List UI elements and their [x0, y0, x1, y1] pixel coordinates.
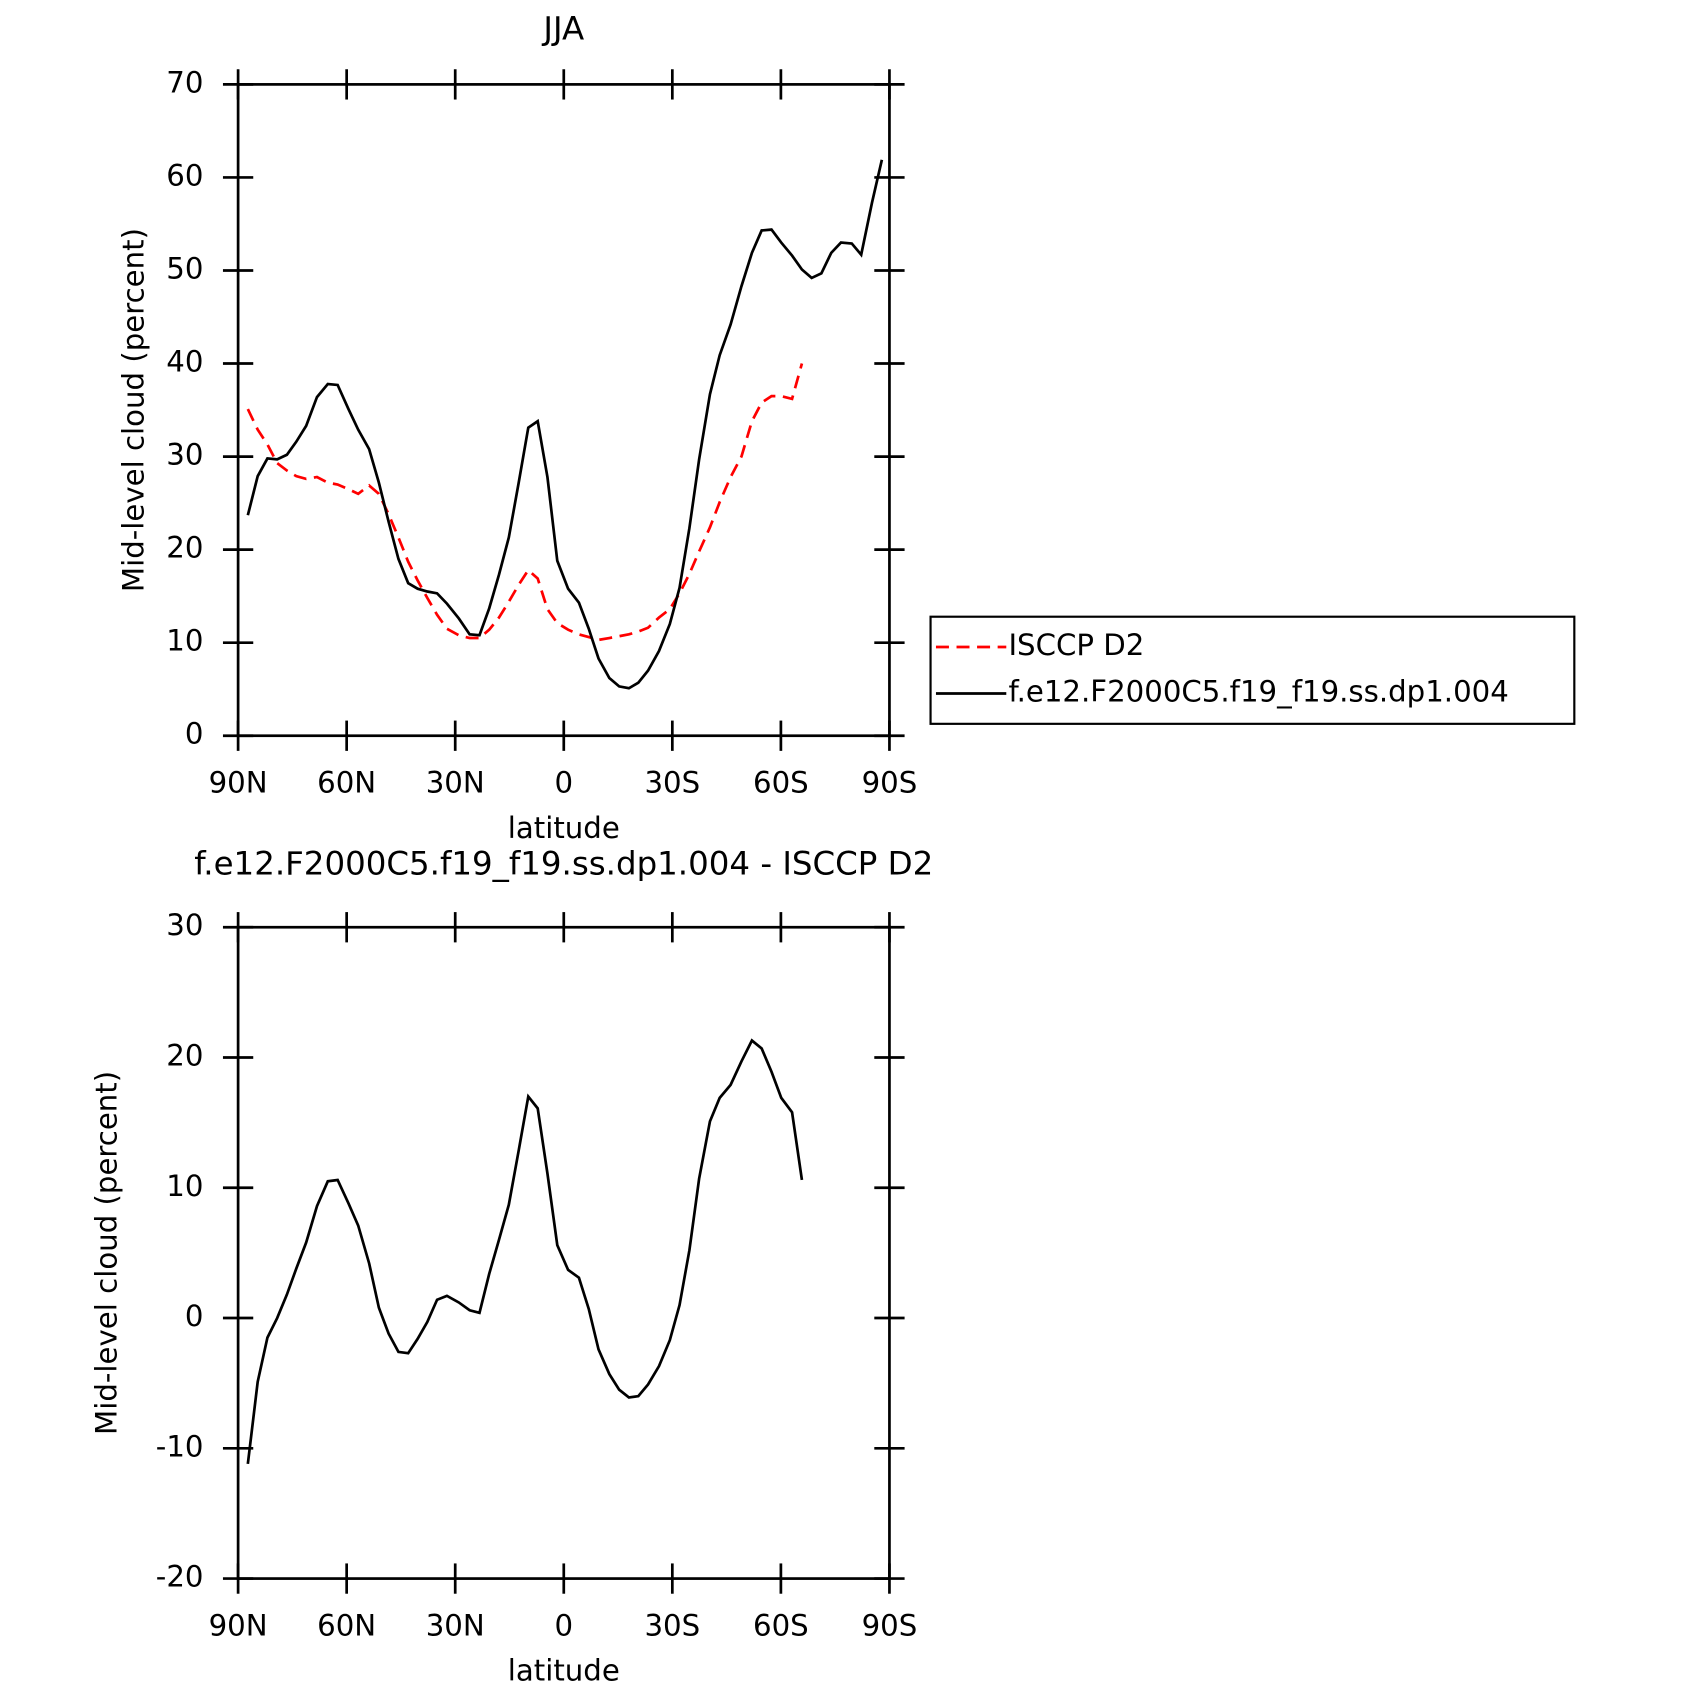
y-tick-label: 60	[166, 158, 203, 192]
x-tick-label: 60S	[753, 765, 809, 799]
legend-box	[929, 615, 1576, 725]
y-tick-label: 0	[185, 1299, 204, 1333]
x-tick-label: 90N	[209, 765, 268, 799]
chart-title: JJA	[541, 9, 584, 47]
y-tick-label: 40	[166, 345, 203, 379]
x-tick-label: 90N	[209, 1608, 268, 1642]
y-tick-label: 0	[185, 717, 204, 751]
x-tick-label: 60N	[317, 1608, 376, 1642]
legend-label: ISCCP D2	[1008, 628, 1144, 662]
y-tick-label: 20	[166, 1039, 203, 1073]
x-tick-label: 30N	[426, 1608, 485, 1642]
y-tick-label: 70	[166, 65, 203, 99]
data-line	[246, 159, 884, 690]
y-tick-label: -10	[156, 1429, 204, 1463]
plot-frame	[236, 925, 891, 1580]
x-tick-label: 0	[554, 765, 573, 799]
x-axis-label: latitude	[508, 1654, 620, 1688]
x-tick-label: 90S	[862, 1608, 918, 1642]
plot-frame	[236, 83, 891, 738]
y-axis-label: Mid-level cloud (percent)	[116, 228, 150, 592]
y-tick-label: 10	[166, 1169, 203, 1203]
y-tick-label: -20	[156, 1560, 204, 1594]
y-tick-label: 50	[166, 251, 203, 285]
data-line	[246, 1038, 804, 1465]
y-tick-label: 30	[166, 908, 203, 942]
x-tick-label: 30N	[426, 765, 485, 799]
x-tick-label: 60S	[753, 1608, 809, 1642]
x-tick-label: 30S	[644, 1608, 700, 1642]
y-tick-label: 30	[166, 438, 203, 472]
x-tick-label: 90S	[862, 765, 918, 799]
x-axis-label: latitude	[508, 811, 620, 845]
y-tick-label: 20	[166, 531, 203, 565]
y-tick-label: 10	[166, 624, 203, 658]
x-tick-label: 60N	[317, 765, 376, 799]
legend-label: f.e12.F2000C5.f19_f19.ss.dp1.004	[1008, 675, 1508, 709]
x-tick-label: 30S	[644, 765, 700, 799]
x-tick-label: 0	[554, 1608, 573, 1642]
chart-title: f.e12.F2000C5.f19_f19.ss.dp1.004 - ISCCP…	[194, 845, 933, 883]
data-line	[246, 363, 804, 642]
y-axis-label: Mid-level cloud (percent)	[89, 1071, 123, 1435]
